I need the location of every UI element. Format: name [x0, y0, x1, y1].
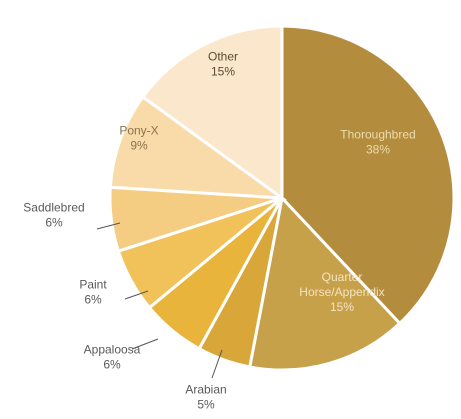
slice-thoroughbred	[280, 24, 456, 326]
leader-line-arabian	[211, 349, 223, 379]
pie-slices	[108, 24, 456, 372]
leader-line-saddlebred	[96, 222, 121, 230]
leader-line-paint	[124, 290, 149, 300]
slice-label-pony-x: Pony-X 9%	[119, 124, 158, 153]
slice-label-saddlebred: Saddlebred 6%	[23, 201, 84, 230]
slice-pony-x	[108, 94, 288, 200]
slice-label-quarter-horse-appendix: Quarter Horse/Appendix 15%	[299, 270, 384, 314]
slice-label-thoroughbred: Thoroughbred 38%	[340, 128, 415, 157]
slice-quarter-horse-appendix	[248, 194, 402, 372]
slice-label-paint: Paint 6%	[79, 278, 107, 307]
slice-label-other: Other 15%	[208, 50, 238, 79]
slice-label-appaloosa: Appaloosa 6%	[84, 343, 141, 372]
slice-labels: Thoroughbred 38% Quarter Horse/Appendix 15% A…	[23, 50, 415, 412]
leader-lines	[96, 222, 223, 379]
slice-label-arabian: Arabian 5%	[185, 383, 226, 412]
leader-line-appaloosa	[131, 338, 159, 350]
slice-other	[140, 24, 284, 201]
